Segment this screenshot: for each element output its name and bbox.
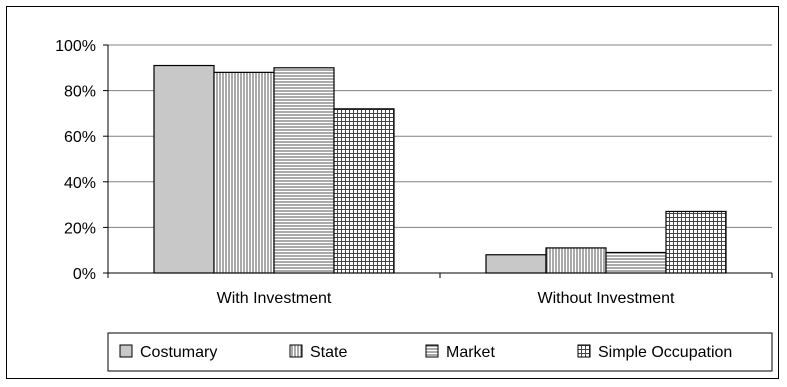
- legend-swatch: [577, 344, 591, 358]
- legend-label: Market: [446, 344, 495, 361]
- y-tick-label: 80%: [64, 84, 96, 101]
- y-tick-label: 0%: [73, 266, 96, 283]
- y-tick-label: 60%: [64, 129, 96, 146]
- legend-label: Costumary: [140, 344, 217, 361]
- legend-box: [107, 332, 773, 372]
- bar-state: [545, 247, 607, 274]
- bar-simple-occupation: [333, 108, 395, 274]
- legend: Costumary State Market Simple Occupation: [107, 332, 773, 372]
- bar-costumary: [153, 64, 215, 274]
- x-category-label: With Investment: [217, 290, 332, 307]
- axes: 0% 20% 40% 60% 80% 100% With Investment Without…: [55, 38, 773, 307]
- bar-simple-occupation: [665, 210, 727, 274]
- bar-market: [605, 251, 667, 274]
- y-tick-label: 20%: [64, 220, 96, 237]
- y-tick-label: 100%: [55, 38, 96, 55]
- bar-costumary: [485, 254, 547, 274]
- legend-swatch: [425, 344, 439, 358]
- legend-swatch: [289, 344, 303, 358]
- legend-label: Simple Occupation: [598, 344, 732, 361]
- bars: [153, 64, 727, 274]
- bar-market: [273, 67, 335, 274]
- bar-state: [213, 71, 275, 274]
- legend-swatch: [119, 344, 133, 358]
- legend-label: State: [310, 344, 347, 361]
- x-category-label: Without Investment: [538, 290, 676, 307]
- y-tick-label: 40%: [64, 175, 96, 192]
